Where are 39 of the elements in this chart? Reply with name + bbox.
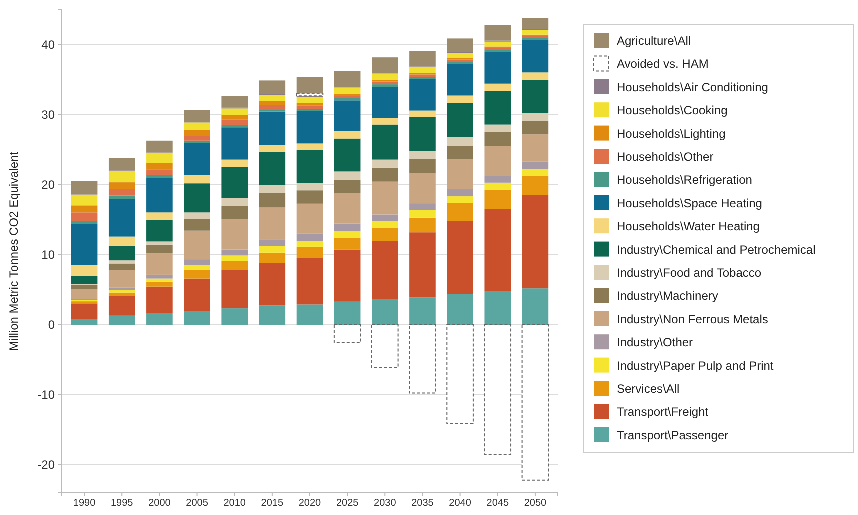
legend-label: Households\Cooking: [617, 104, 728, 118]
x-tick-label: 2000: [148, 498, 172, 510]
legend-label: Transport\Freight: [617, 405, 710, 420]
x-tick-label: 2025: [336, 498, 360, 510]
legend-label: Households\Other: [617, 150, 714, 164]
x-tick-label: 2005: [186, 498, 209, 510]
y-tick-label: -10: [38, 388, 56, 402]
legend-label: Agriculture\All: [617, 34, 692, 48]
legend-label: Transport\Passenger: [617, 428, 729, 442]
y-axis-title: Million Metric Tonnes CO2 Equivalent: [7, 151, 21, 352]
x-tick-label: 2040: [449, 498, 472, 510]
x-tick-label: 2030: [374, 498, 397, 510]
x-tick-label: 2035: [412, 498, 434, 510]
legend-label: Households\Space Heating: [617, 196, 762, 210]
legend-label: Households\Refrigeration: [617, 173, 752, 188]
x-tick-label: 2050: [524, 498, 548, 510]
legend-label: Households\Air Conditioning: [617, 80, 768, 94]
x-tick-label: 2045: [486, 498, 510, 510]
x-tick-label: 1990: [73, 498, 96, 510]
legend-label: Services\All: [617, 382, 680, 396]
x-tick-label: 1995: [110, 498, 134, 510]
y-tick-label: 40: [42, 38, 56, 52]
legend-label: Households\Lighting: [617, 126, 726, 141]
y-tick-label: 10: [42, 248, 56, 262]
y-tick-label: -20: [38, 458, 56, 472]
legend-label: Industry\Other: [617, 336, 694, 350]
y-tick-label: 30: [42, 108, 56, 122]
legend-label: Industry\Machinery: [617, 289, 718, 304]
y-tick-label: 0: [48, 318, 56, 332]
legend-label: Industry\Food and Tobacco: [617, 266, 762, 280]
legend-label: Avoided vs. HAM: [617, 57, 709, 72]
x-tick-label: 2010: [224, 498, 246, 510]
x-tick-label: 2020: [298, 498, 322, 510]
x-tick-label: 2015: [261, 498, 284, 510]
legend-label: Industry\Chemical and Petrochemical: [617, 242, 816, 257]
legend-label: Industry\Paper Pulp and Print: [617, 358, 774, 373]
y-tick-label: 20: [42, 178, 56, 192]
legend-label: Households\Water Heating: [617, 220, 760, 234]
legend-label: Industry\Non Ferrous Metals: [617, 312, 768, 326]
